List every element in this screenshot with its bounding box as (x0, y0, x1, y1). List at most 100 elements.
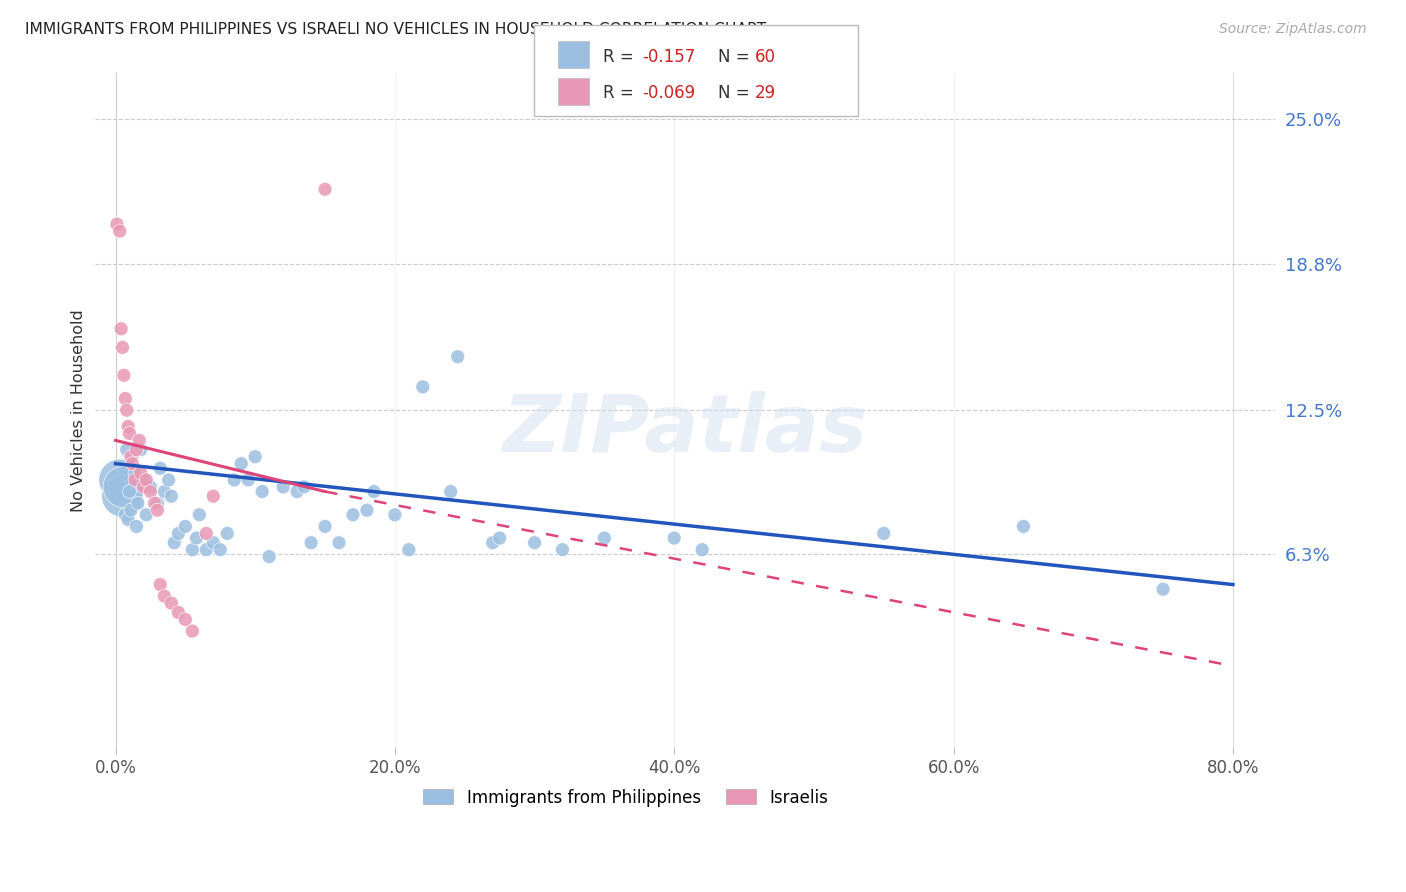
Point (139, 480, 162, 494)
Point (125, 519, 148, 533)
Point (238, 473, 260, 487)
Point (110, 322, 132, 336)
Point (202, 489, 225, 503)
Point (117, 419, 139, 434)
Point (1012, 519, 1035, 533)
Point (153, 589, 176, 603)
Point (314, 519, 336, 533)
Point (292, 480, 315, 494)
Text: 29: 29 (755, 85, 776, 103)
Point (167, 526, 190, 541)
Point (488, 531, 510, 545)
Point (257, 549, 280, 564)
Point (149, 461, 172, 475)
Point (447, 350, 470, 364)
Legend: Immigrants from Philippines, Israelis: Immigrants from Philippines, Israelis (416, 782, 835, 814)
Point (118, 426, 141, 441)
Point (314, 182, 336, 196)
Point (121, 457, 143, 471)
Point (285, 484, 308, 499)
Point (664, 531, 686, 545)
Text: Source: ZipAtlas.com: Source: ZipAtlas.com (1219, 22, 1367, 37)
Text: R =: R = (603, 47, 640, 65)
Point (135, 473, 157, 487)
Point (114, 392, 136, 406)
Point (342, 508, 364, 522)
Point (195, 526, 218, 541)
Point (523, 535, 546, 549)
Point (129, 466, 152, 480)
Point (120, 503, 142, 517)
Point (160, 596, 183, 610)
Text: ZIPatlas: ZIPatlas (502, 392, 868, 469)
Point (188, 508, 211, 522)
Point (115, 403, 138, 417)
Point (202, 535, 225, 549)
Point (398, 542, 420, 557)
Point (118, 484, 141, 499)
Point (195, 542, 218, 557)
Point (186, 531, 208, 545)
Point (160, 489, 183, 503)
Point (108, 224, 131, 238)
Point (139, 484, 162, 499)
Point (440, 484, 463, 499)
Point (128, 434, 150, 448)
Point (124, 473, 146, 487)
Text: N =: N = (718, 47, 755, 65)
Point (105, 217, 128, 231)
Point (129, 442, 152, 457)
Point (690, 542, 713, 557)
Point (143, 496, 166, 510)
Point (132, 473, 155, 487)
Point (363, 484, 385, 499)
Point (117, 512, 139, 526)
Point (174, 519, 197, 533)
Point (873, 526, 896, 541)
Point (250, 484, 273, 499)
Text: 60: 60 (755, 47, 776, 65)
Point (593, 531, 616, 545)
Point (384, 508, 406, 522)
Point (112, 480, 135, 494)
Text: -0.157: -0.157 (643, 47, 696, 65)
Point (551, 542, 574, 557)
Point (271, 480, 294, 494)
Point (121, 450, 143, 464)
Text: R =: R = (603, 85, 640, 103)
Point (209, 542, 232, 557)
Y-axis label: No Vehicles in Household: No Vehicles in Household (72, 309, 86, 511)
Point (132, 480, 155, 494)
Point (299, 535, 322, 549)
Point (112, 368, 135, 383)
Point (124, 466, 146, 480)
Point (125, 442, 148, 457)
Point (111, 489, 134, 503)
Point (120, 450, 142, 464)
Point (174, 612, 197, 626)
Point (108, 473, 131, 487)
Point (114, 508, 136, 522)
Point (167, 606, 190, 620)
Text: IMMIGRANTS FROM PHILIPPINES VS ISRAELI NO VEHICLES IN HOUSEHOLD CORRELATION CHAR: IMMIGRANTS FROM PHILIPPINES VS ISRAELI N… (25, 22, 766, 37)
Point (163, 535, 186, 549)
Point (181, 542, 204, 557)
Point (231, 457, 253, 471)
Point (224, 473, 246, 487)
Point (217, 526, 239, 541)
Point (127, 496, 149, 510)
Point (146, 496, 169, 510)
Point (1152, 582, 1174, 597)
Point (157, 473, 180, 487)
Point (146, 503, 169, 517)
Point (328, 535, 350, 549)
Point (356, 503, 378, 517)
Text: -0.069: -0.069 (643, 85, 696, 103)
Point (181, 624, 204, 638)
Point (135, 508, 157, 522)
Point (111, 340, 134, 354)
Point (115, 442, 138, 457)
Point (481, 535, 503, 549)
Text: N =: N = (718, 85, 755, 103)
Point (149, 577, 172, 591)
